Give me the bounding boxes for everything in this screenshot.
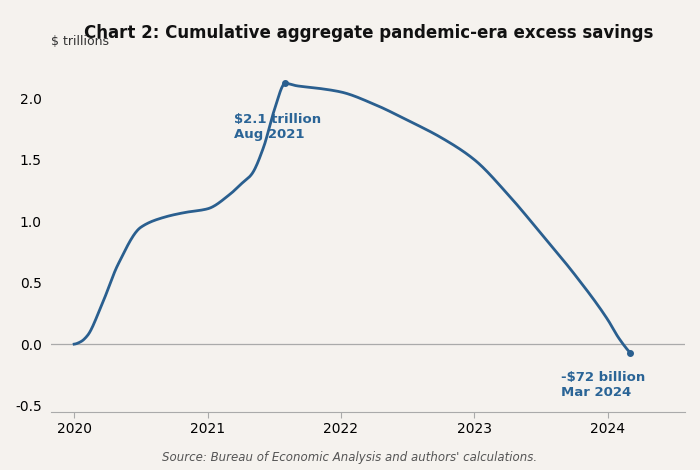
Text: -$72 billion
Mar 2024: -$72 billion Mar 2024 <box>561 371 645 399</box>
Text: Source: Bureau of Economic Analysis and authors' calculations.: Source: Bureau of Economic Analysis and … <box>162 451 538 464</box>
Title: Chart 2: Cumulative aggregate pandemic-era excess savings: Chart 2: Cumulative aggregate pandemic-e… <box>83 24 653 42</box>
Text: $ trillions: $ trillions <box>52 35 109 48</box>
Text: $2.1 trillion
Aug 2021: $2.1 trillion Aug 2021 <box>234 113 321 141</box>
